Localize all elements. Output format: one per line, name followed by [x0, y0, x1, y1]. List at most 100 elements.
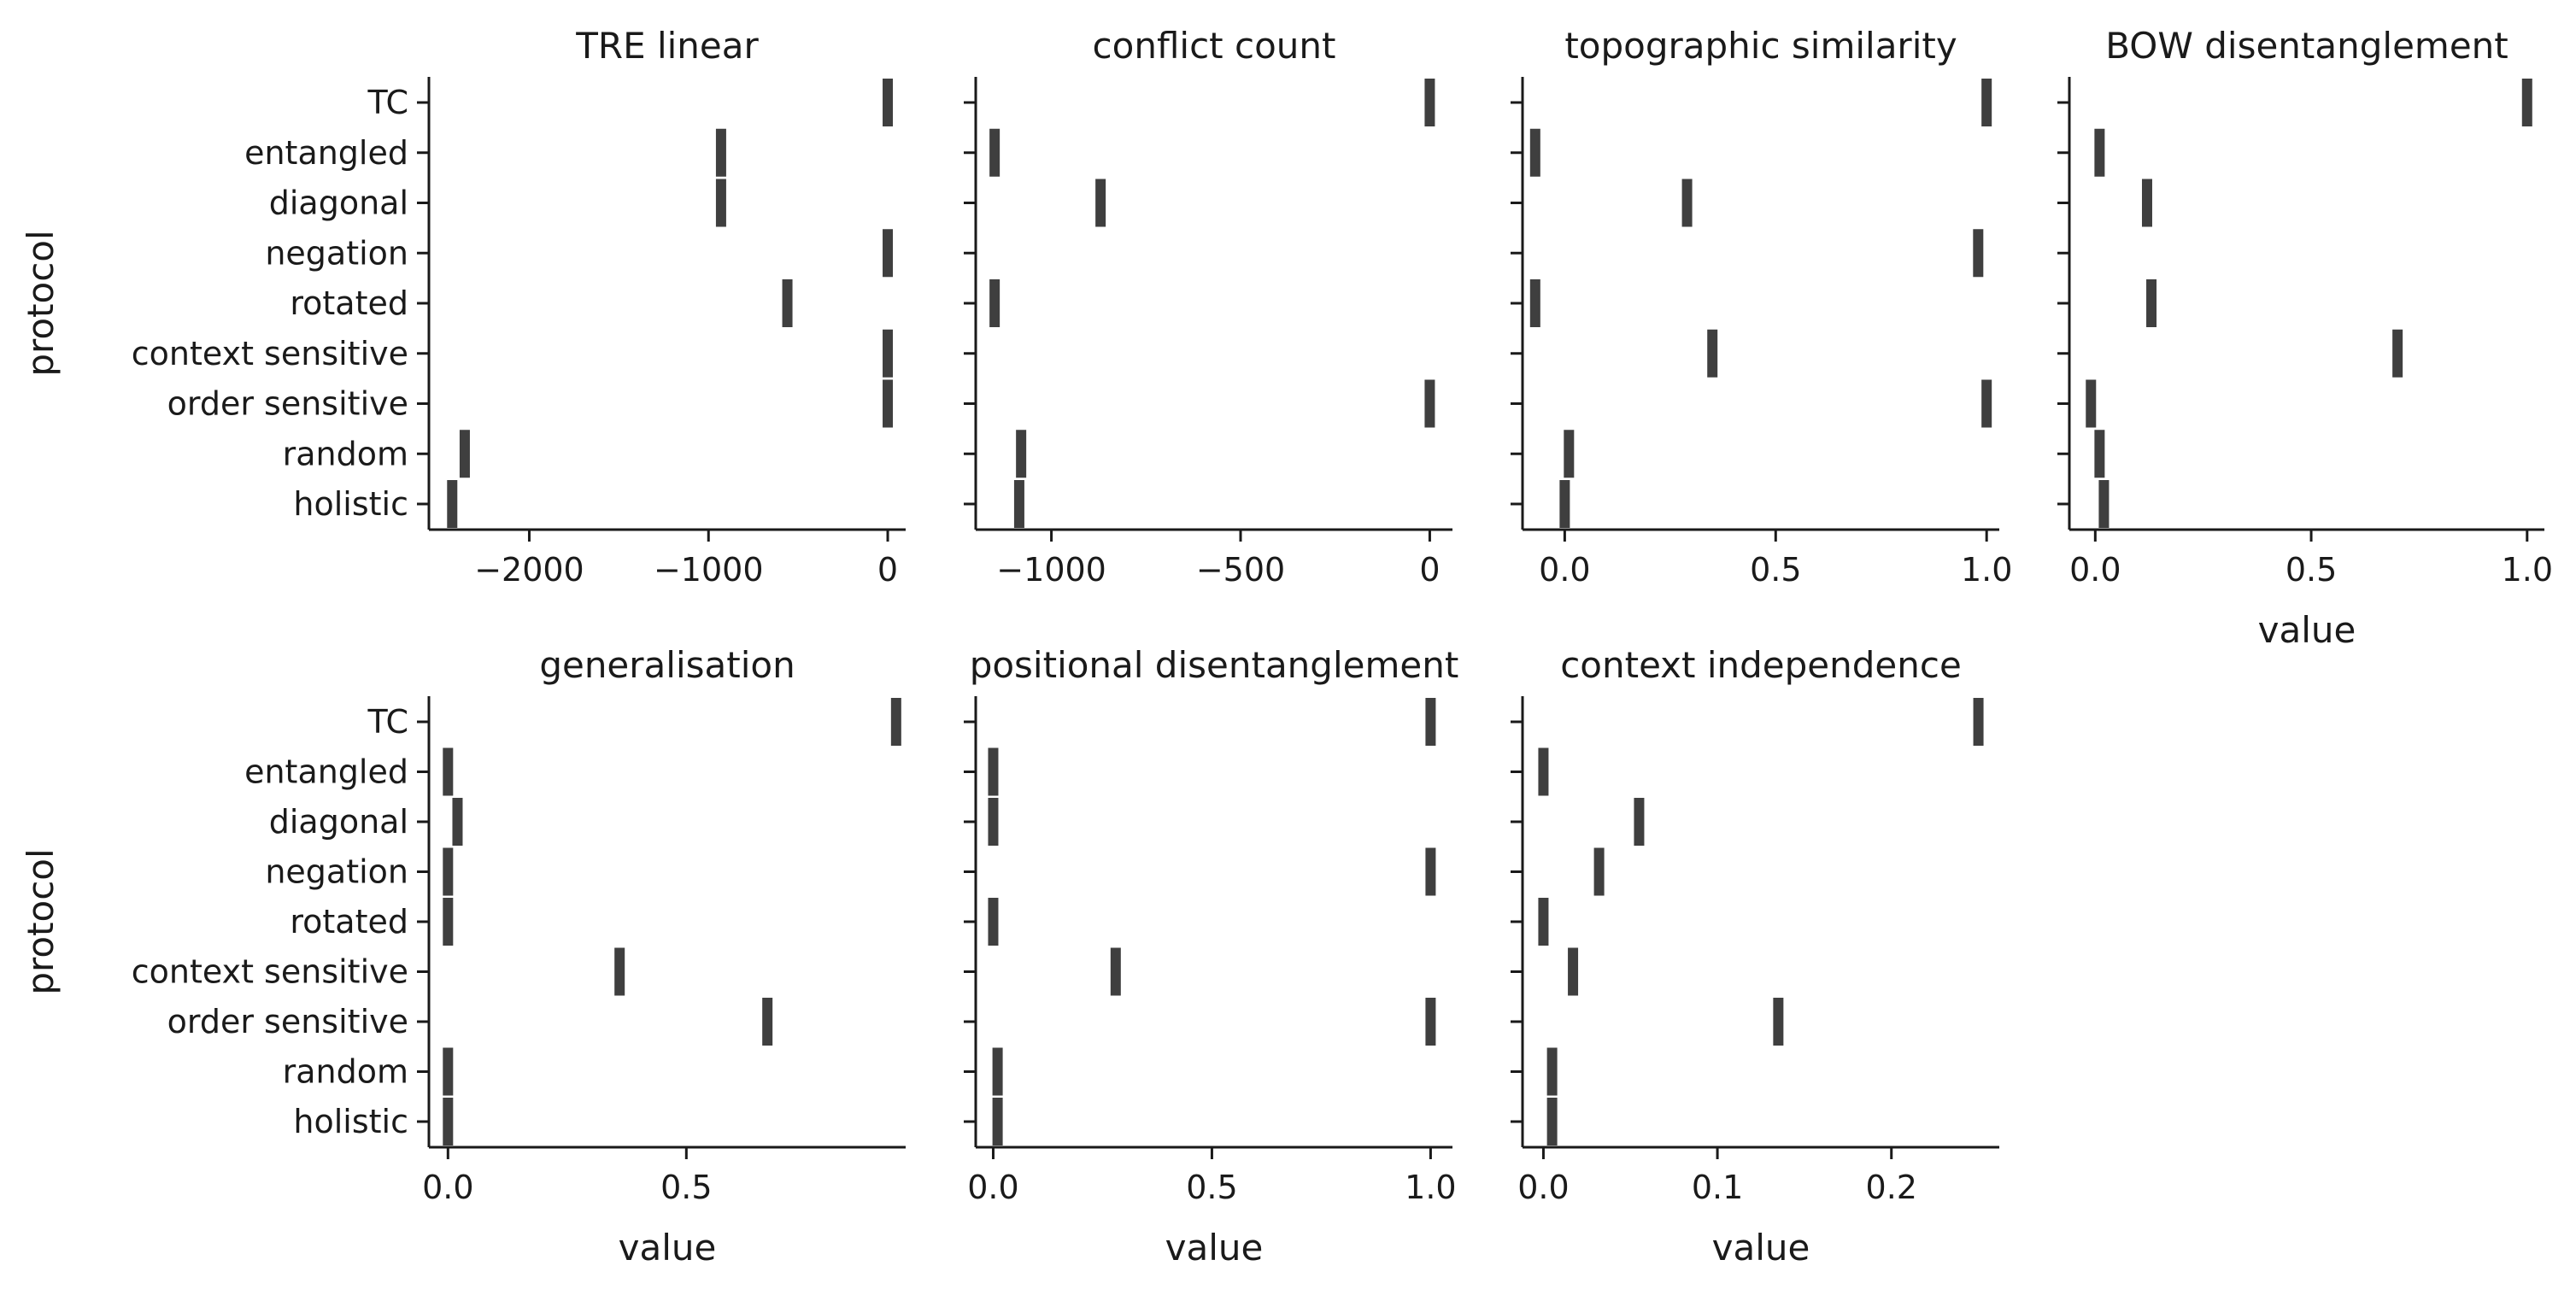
category-label: holistic [293, 485, 408, 523]
panel-title: BOW disentanglement [2105, 25, 2509, 67]
category-label: order sensitive [167, 385, 408, 423]
panel-title: conflict count [1093, 25, 1336, 67]
data-mark-entangled [715, 128, 726, 177]
x-tick-label: 0.5 [2286, 551, 2337, 589]
category-label: random [283, 435, 408, 472]
data-mark-diagonal [1095, 179, 1106, 227]
data-mark-order-sensitive [883, 379, 894, 428]
data-mark-order-sensitive [1981, 379, 1992, 428]
data-mark-entangled [2094, 128, 2105, 177]
x-tick-label: −2000 [474, 551, 584, 589]
category-label: negation [265, 234, 408, 272]
data-mark-context-sensitive [1707, 329, 1718, 378]
data-mark-tc [1425, 698, 1436, 746]
data-mark-rotated [1538, 898, 1549, 946]
data-mark-random [443, 1047, 454, 1096]
category-label: context sensitive [132, 335, 408, 372]
x-tick-label: −500 [1196, 551, 1285, 589]
panel-title: positional disentanglement [970, 644, 1459, 686]
x-tick-label: 0.1 [1692, 1169, 1743, 1206]
data-mark-random [2094, 430, 2105, 478]
category-label: TC [367, 84, 408, 121]
data-mark-holistic [447, 480, 458, 528]
data-mark-diagonal [988, 798, 999, 846]
data-mark-random [459, 430, 470, 478]
y-axis-label: protocol [20, 230, 62, 376]
data-mark-random [1016, 430, 1027, 478]
x-tick-label: 1.0 [1961, 551, 2012, 589]
x-axis-label: value [2258, 609, 2356, 651]
data-mark-diagonal [452, 798, 463, 846]
category-label: entangled [244, 753, 408, 791]
data-mark-random [1564, 430, 1575, 478]
panel-tre-linear: TRE linear TC entangled diagonal negation rot… [20, 25, 906, 589]
data-mark-order-sensitive [1425, 998, 1436, 1046]
x-tick-label: 1.0 [1405, 1169, 1456, 1206]
data-mark-rotated [988, 898, 999, 946]
data-mark-holistic [992, 1098, 1003, 1146]
data-mark-context-sensitive [1568, 947, 1579, 996]
data-mark-context-sensitive [883, 329, 894, 378]
data-mark-negation [1973, 229, 1984, 278]
data-mark-entangled [1529, 128, 1540, 177]
data-mark-order-sensitive [2086, 379, 2097, 428]
panel-title: topographic similarity [1564, 25, 1957, 67]
x-tick-label: 0 [877, 551, 898, 589]
data-mark-negation [1425, 847, 1436, 896]
category-label: random [283, 1053, 408, 1091]
data-mark-entangled [988, 747, 999, 796]
category-label: TC [367, 703, 408, 741]
category-label: diagonal [269, 803, 408, 841]
data-mark-context-sensitive [2392, 329, 2403, 378]
category-label: rotated [290, 903, 408, 940]
data-mark-holistic [1013, 480, 1024, 528]
data-mark-holistic [1559, 480, 1570, 528]
x-axis-label: value [1165, 1227, 1264, 1269]
x-tick-label: 0.0 [1539, 551, 1590, 589]
data-mark-tc [890, 698, 901, 746]
data-mark-rotated [1529, 279, 1540, 327]
data-mark-context-sensitive [614, 947, 625, 996]
panel-title: context independence [1560, 644, 1962, 686]
data-mark-tc [1973, 698, 1984, 746]
data-mark-entangled [989, 128, 1000, 177]
x-tick-label: 0 [1419, 551, 1440, 589]
category-label: negation [265, 853, 408, 891]
data-mark-rotated [443, 898, 454, 946]
panel-bow-disentanglement: BOW disentanglement 0.0 0.5 1.0 value [2057, 25, 2553, 651]
x-tick-label: 1.0 [2502, 551, 2553, 589]
x-tick-label: 0.0 [1517, 1169, 1569, 1206]
data-mark-diagonal [715, 179, 726, 227]
category-label: order sensitive [167, 1003, 408, 1040]
x-tick-label: 0.5 [1186, 1169, 1237, 1206]
data-mark-tc [2521, 79, 2532, 126]
data-mark-holistic [1546, 1098, 1558, 1146]
category-label: context sensitive [132, 953, 408, 991]
data-mark-rotated [782, 279, 793, 327]
category-label: diagonal [269, 185, 408, 222]
x-tick-label: 0.5 [660, 1169, 712, 1206]
data-mark-order-sensitive [762, 998, 773, 1046]
data-mark-negation [1593, 847, 1605, 896]
x-tick-label: −1000 [996, 551, 1106, 589]
panel-topographic-similarity: topographic similarity 0.0 0.5 1.0 [1511, 25, 2012, 589]
data-mark-tc [883, 79, 894, 126]
data-mark-tc [1424, 79, 1435, 126]
x-tick-label: −1000 [654, 551, 764, 589]
x-tick-label: 0.0 [2069, 551, 2121, 589]
data-mark-tc [1981, 79, 1992, 126]
data-mark-holistic [2098, 480, 2110, 528]
data-mark-holistic [443, 1098, 454, 1146]
x-tick-label: 0.5 [1750, 551, 1801, 589]
category-label: entangled [244, 134, 408, 172]
y-axis-label: protocol [20, 848, 62, 994]
panel-conflict-count: conflict count −1000 −500 0 [964, 25, 1452, 589]
category-label: rotated [290, 284, 408, 322]
data-mark-rotated [2146, 279, 2157, 327]
data-mark-random [1546, 1047, 1558, 1096]
panel-generalisation: generalisation TC entangled diagonal negatio… [20, 644, 906, 1269]
data-mark-context-sensitive [1110, 947, 1121, 996]
x-axis-label: value [1712, 1227, 1810, 1269]
x-tick-label: 0.0 [422, 1169, 473, 1206]
